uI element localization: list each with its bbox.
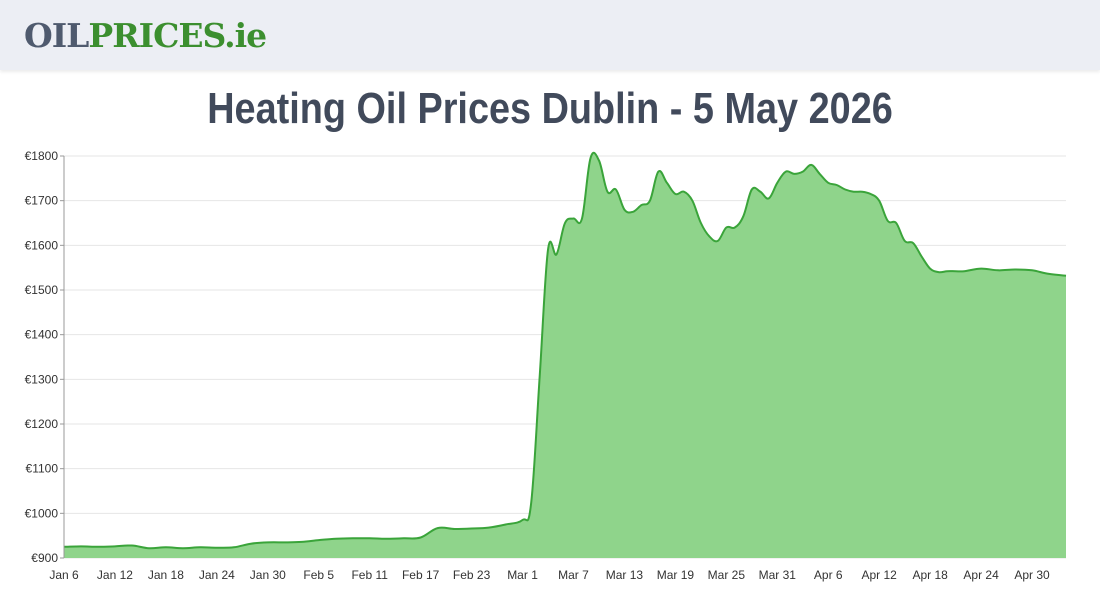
logo-part-oil: OIL [24, 16, 89, 55]
x-tick-label: Jan 6 [49, 568, 79, 582]
x-tick-label: Jan 18 [148, 568, 184, 582]
x-tick-label: Jan 30 [250, 568, 286, 582]
x-tick-label: Jan 24 [199, 568, 235, 582]
x-tick-label: Feb 11 [351, 568, 388, 582]
y-tick-label: €1200 [25, 417, 59, 431]
y-tick-label: €900 [31, 551, 58, 565]
x-tick-label: Feb 5 [303, 568, 334, 582]
x-tick-label: Feb 23 [453, 568, 491, 582]
x-tick-label: Mar 31 [759, 568, 797, 582]
x-tick-label: Apr 18 [912, 568, 948, 582]
x-tick-label: Mar 19 [657, 568, 695, 582]
site-header: OILPRICES.ie [0, 0, 1100, 70]
x-tick-label: Apr 30 [1014, 568, 1050, 582]
x-tick-label: Mar 1 [507, 568, 538, 582]
y-tick-label: €1300 [25, 372, 59, 386]
y-tick-label: €1700 [25, 194, 59, 208]
x-tick-label: Apr 12 [862, 568, 898, 582]
logo-part-prices: PRICES [88, 16, 225, 55]
x-tick-label: Feb 17 [402, 568, 440, 582]
y-tick-label: €1800 [25, 149, 59, 163]
x-tick-label: Mar 13 [606, 568, 644, 582]
price-area [64, 152, 1066, 558]
y-tick-label: €1600 [25, 238, 59, 252]
logo-part-tld: .ie [224, 16, 267, 55]
y-axis-ticks: €900 €1000 €1100 €1200 €1300 €1400 €1500 €1600 €… [25, 149, 64, 565]
x-tick-label: Mar 7 [558, 568, 589, 582]
y-tick-label: €1400 [25, 328, 59, 342]
x-tick-label: Mar 25 [708, 568, 746, 582]
y-tick-label: €1500 [25, 283, 59, 297]
site-logo[interactable]: OILPRICES.ie [24, 16, 267, 56]
x-tick-label: Apr 24 [963, 568, 999, 582]
y-tick-label: €1100 [26, 462, 59, 476]
x-axis-ticks: Jan 6 Jan 12 Jan 18 Jan 24 Jan 30 Feb 5 Feb 11… [49, 568, 1050, 582]
chart-title: Heating Oil Prices Dublin - 5 May 2026 [207, 84, 893, 133]
x-tick-label: Jan 12 [97, 568, 133, 582]
price-line [63, 151, 1067, 550]
y-tick-label: €1000 [25, 506, 59, 520]
x-tick-label: Apr 6 [814, 568, 843, 582]
